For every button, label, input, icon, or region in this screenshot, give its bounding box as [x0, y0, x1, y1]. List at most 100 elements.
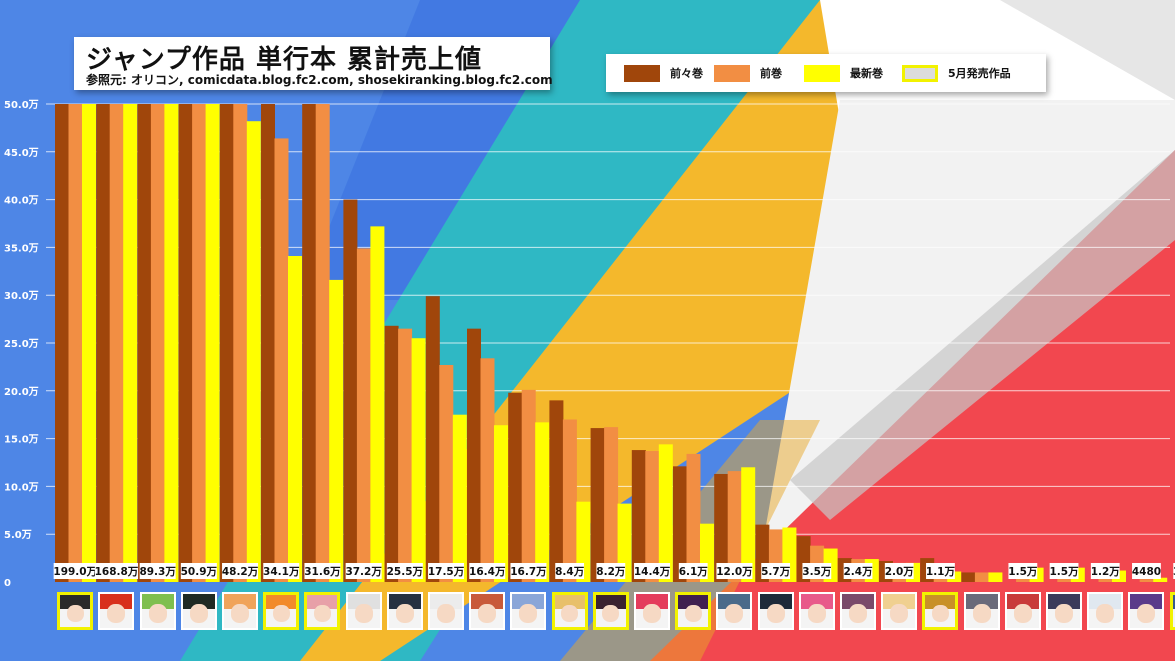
series-thumbnail [98, 592, 135, 630]
data-label-bg [345, 563, 382, 579]
series-thumbnail [675, 592, 712, 630]
bar-latest [494, 425, 508, 582]
data-label-bg [222, 563, 259, 579]
series-thumbnail [798, 592, 835, 630]
data-label-bg [304, 563, 341, 579]
data-label: 168.8万 [95, 566, 139, 578]
thumbnail-face [314, 604, 331, 623]
bar-prev [274, 138, 289, 582]
data-label-bg [94, 563, 139, 579]
title-box: ジャンプ作品 単行本 累計売上値 参照元: オリコン, comicdata.bl… [74, 37, 553, 90]
legend-swatch-may [902, 64, 938, 82]
series-thumbnail [304, 592, 341, 630]
thumbnail-face [354, 604, 373, 623]
thumbnail-hair [182, 594, 215, 610]
series-thumbnail [510, 592, 547, 630]
thumbnail-hair [595, 595, 626, 610]
data-label-bg [386, 563, 423, 579]
bar-prev [109, 104, 124, 582]
thumbnail-hair [1006, 594, 1039, 610]
data-label: 14.4万 [634, 566, 671, 578]
bar-latest [576, 501, 591, 582]
data-label: 1.1万 [926, 566, 956, 578]
y-axis-ticks: 0 5.0万 10.0万 15.0万 20.0万 25.0万 30.0万 35.0万 40.0万… [4, 99, 39, 589]
thumbnail-hair [1089, 594, 1122, 610]
data-label: 8.4万 [555, 566, 585, 578]
data-label-bg [139, 563, 176, 579]
bar-prev [356, 248, 371, 582]
data-label-bg [634, 563, 671, 579]
series-thumbnail [139, 592, 176, 630]
data-label-bg [1132, 563, 1161, 579]
series-thumbnail [263, 592, 300, 630]
thumbnail-face [395, 604, 414, 623]
thumbnail-hair [800, 594, 833, 610]
series-thumbnail [386, 592, 423, 630]
data-label: 37.2万 [345, 566, 382, 578]
bar-prev [645, 451, 660, 582]
bar-prev [150, 104, 165, 582]
bar-latest [411, 338, 426, 582]
thumbnail-hair [307, 595, 338, 610]
bar-prev [68, 104, 83, 582]
data-label: 48.2万 [222, 566, 259, 578]
data-label: 2.0万 [885, 566, 915, 578]
bar-latest [82, 104, 96, 582]
thumbnail-face [932, 604, 949, 623]
thumbnail-face [107, 604, 126, 623]
bar-prev [521, 389, 536, 582]
data-label-bg [469, 563, 506, 579]
series-thumbnail [1128, 592, 1165, 630]
thumbnail-face [807, 604, 826, 623]
bar-latest [988, 572, 1003, 582]
data-label-bg [802, 563, 832, 579]
bar-prev [974, 572, 989, 582]
data-label: 12.0万 [716, 566, 753, 578]
series-thumbnail [634, 592, 671, 630]
thumbnail-hair [965, 594, 998, 610]
thumbnail-face [1013, 604, 1032, 623]
chart-subtitle: 参照元: オリコン, comicdata.blog.fc2.com, shose… [86, 73, 553, 87]
series-thumbnail [57, 592, 94, 630]
data-label: 31.6万 [304, 566, 341, 578]
series-thumbnail [840, 592, 877, 630]
series-thumbnail [922, 592, 959, 630]
thumbnail-face [437, 604, 455, 623]
data-label: 1.2万 [1091, 566, 1121, 578]
thumbnail-face [231, 604, 249, 623]
thumbnail-hair [224, 594, 257, 610]
thumbnail-face [519, 604, 538, 623]
thumbnail-hair [1172, 595, 1175, 610]
legend-item-may: 5月発売作品 [902, 54, 1011, 92]
thumbnail-face [561, 604, 579, 623]
series-thumbnail [881, 592, 918, 630]
thumbnail-hair [883, 594, 916, 610]
bar-prev [315, 104, 330, 582]
data-label-bg [53, 563, 97, 579]
bar-prev2 [961, 572, 976, 582]
thumbnail-hair [141, 594, 174, 610]
thumbnail-hair [842, 594, 875, 610]
bar-prev [727, 471, 742, 582]
bar-prev2 [590, 428, 605, 582]
data-label: 50.9万 [181, 566, 218, 578]
series-thumbnail [1087, 592, 1124, 630]
bar-prev2 [261, 104, 275, 582]
series-thumbnail [180, 592, 217, 630]
bar-latest [1153, 577, 1168, 582]
thumbnail-face [643, 604, 661, 623]
bar-prev2 [137, 104, 152, 582]
y-tick-label: 35.0万 [4, 242, 39, 254]
y-tick-label: 10.0万 [4, 481, 39, 493]
y-tick-label: 15.0万 [4, 434, 39, 446]
series-thumbnail [757, 592, 794, 630]
bar-prev2 [219, 104, 234, 582]
legend-item-latest: 最新巻 [804, 54, 883, 92]
data-label: 17.5万 [428, 566, 465, 578]
thumbnail-face [1096, 604, 1115, 623]
series-thumbnail [592, 592, 629, 630]
thumbnail-hair [60, 595, 91, 610]
bar-latest [452, 414, 467, 582]
